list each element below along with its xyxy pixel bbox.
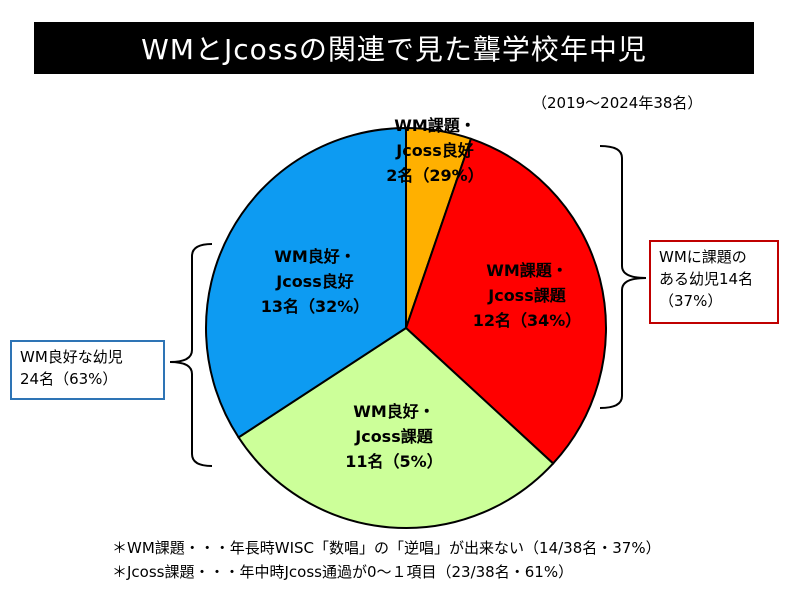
footnote-wm: ＊WM課題・・・年長時WISC「数唱」の「逆唱」が出来ない（14/38名・37%… [112,539,661,557]
left-bracket [169,243,213,467]
slice-label-wm-good-jcoss-good: WM良好・ Jcoss良好 13名（32%） [260,247,370,316]
slice-label-wm-good-jcoss-issue: WM良好・ Jcoss課題 11名（5%） [345,402,443,471]
slice-label-wm-issue-jcoss-issue: WM課題・ Jcoss課題 12名（34%） [472,261,582,330]
callout-wm-good: WM良好な幼児 24名（63%） [10,340,165,400]
slice-label-wm-issue-jcoss-good: WM課題・ Jcoss良好 2名（29%） [386,116,484,185]
pie-slice-wm-issue-jcoss-issue [404,137,607,465]
right-bracket [599,145,647,409]
chart-subtitle: （2019～2024年38名） [532,94,703,112]
pie-slice-wm-good-jcoss-issue [237,326,555,529]
pie-slice-wm-good-jcoss-good [205,126,407,439]
callout-wm-issue: WMに課題の ある幼児14名 （37%） [649,240,779,324]
footnotes: ＊WM課題・・・年長時WISC「数唱」の「逆唱」が出来ない（14/38名・37%… [112,536,661,584]
footnote-jcoss: ＊Jcoss課題・・・年中時Jcoss通過が0～１項目（23/38名・61%） [112,563,574,581]
chart-title: WMとJcossの関連で見た聾学校年中児 [34,22,754,74]
